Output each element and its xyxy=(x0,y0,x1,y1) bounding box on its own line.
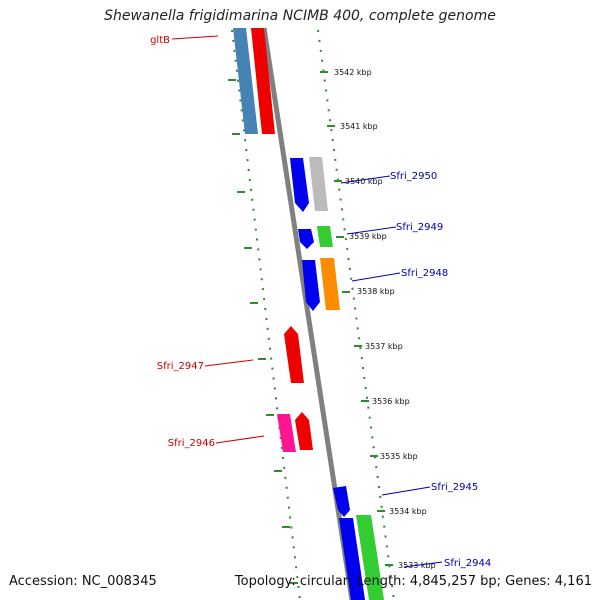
ruler-label: 3538 kbp xyxy=(357,287,395,296)
sfri-2948-leader xyxy=(351,272,401,282)
topology-text: Topology: circular; Length: 4,845,257 bp… xyxy=(234,574,592,589)
gene-sfri-2946-red-bar[interactable] xyxy=(295,412,313,450)
gene-label-sfri-2945[interactable]: Sfri_2945 xyxy=(431,482,478,493)
accession-text: Accession: NC_008345 xyxy=(9,574,157,589)
gene-label-sfri-2947[interactable]: Sfri_2947 xyxy=(157,361,204,372)
left-ruler-ticks xyxy=(228,79,298,584)
right-dotted-track xyxy=(317,29,395,600)
gene-label-gltB[interactable]: gltB xyxy=(150,35,170,46)
gene-sfri-2946-pink-bar[interactable] xyxy=(277,414,296,452)
sfri-2946-leader xyxy=(215,435,265,444)
gene-sfri-2945-bar[interactable] xyxy=(333,486,350,517)
genome-title: Shewanella frigidimarina NCIMB 400, comp… xyxy=(104,8,496,24)
ruler-label: 3537 kbp xyxy=(365,342,403,351)
gene-gltB-bar[interactable] xyxy=(233,28,258,134)
ruler-label: 3542 kbp xyxy=(334,68,372,77)
ruler-label: 3541 kbp xyxy=(340,122,378,131)
ruler-label: 3536 kbp xyxy=(372,397,410,406)
gene-sfri-2950-forward-bar[interactable] xyxy=(290,158,309,212)
gene-sfri-2944-blue-bar[interactable] xyxy=(339,518,365,600)
ruler-label: 3539 kbp xyxy=(349,232,387,241)
ruler-label: 3540 kbp xyxy=(345,177,383,186)
gene-label-sfri-2950[interactable]: Sfri_2950 xyxy=(390,171,437,182)
gene-sfri-2948-reverse-bar[interactable] xyxy=(320,258,340,310)
ruler-label: 3535 kbp xyxy=(380,452,418,461)
gene-sfri-2947-bar[interactable] xyxy=(284,326,304,383)
gene-label-sfri-2948[interactable]: Sfri_2948 xyxy=(401,268,448,279)
gene-label-sfri-2949[interactable]: Sfri_2949 xyxy=(396,222,443,233)
genome-axis xyxy=(261,27,355,600)
sfri-2947-leader xyxy=(204,359,254,367)
gene-sfri-2944-green-bar[interactable] xyxy=(356,515,384,600)
sfri-2944-leader xyxy=(403,561,443,568)
gene-label-sfri-2946[interactable]: Sfri_2946 xyxy=(168,438,215,449)
gene-sfri-2949-reverse-bar[interactable] xyxy=(317,226,333,247)
gene-sfri-2948-forward-bar[interactable] xyxy=(302,260,320,311)
ruler-ticks xyxy=(320,71,393,566)
gene-gltB-right-bar[interactable] xyxy=(251,28,275,134)
gene-sfri-2950-reverse-bar[interactable] xyxy=(309,157,328,211)
ruler-label: 3534 kbp xyxy=(389,507,427,516)
gene-sfri-2949-forward-bar[interactable] xyxy=(298,229,314,249)
gltB-leader xyxy=(171,35,219,40)
gene-label-sfri-2944[interactable]: Sfri_2944 xyxy=(444,558,491,569)
sfri-2945-leader xyxy=(381,486,431,496)
sfri-2949-leader xyxy=(346,226,397,235)
sfri-2950-leader xyxy=(340,175,391,184)
